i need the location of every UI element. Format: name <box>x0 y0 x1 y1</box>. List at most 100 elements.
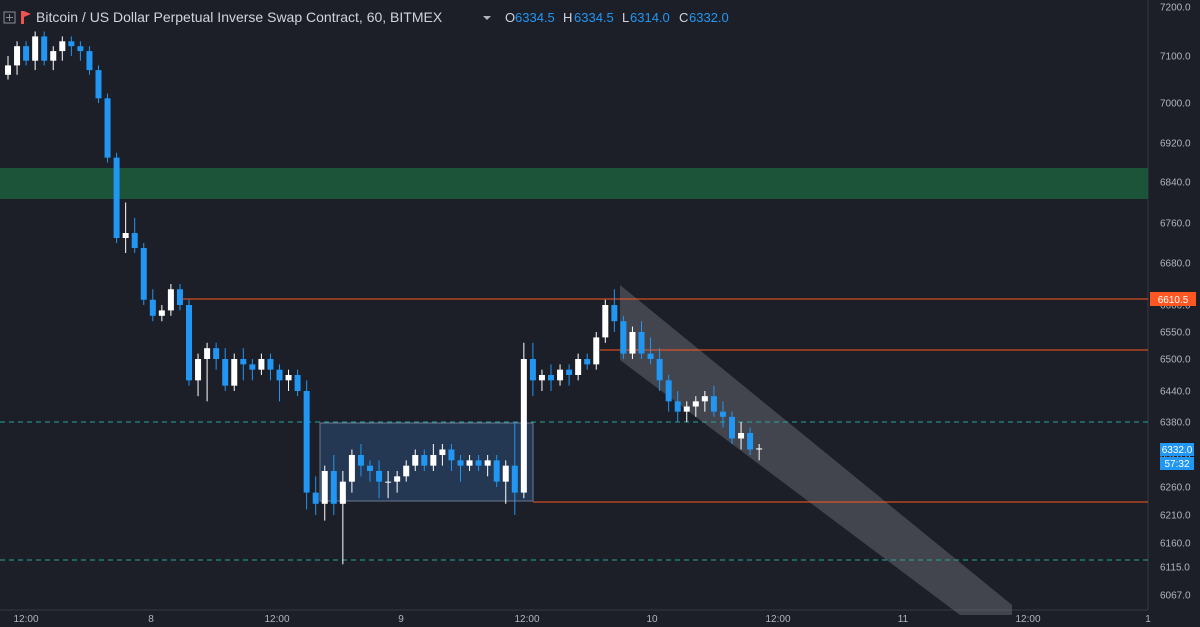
candle[interactable] <box>258 353 265 375</box>
candle[interactable] <box>611 289 618 332</box>
candle[interactable] <box>729 411 735 444</box>
candle[interactable] <box>683 401 690 422</box>
candle[interactable] <box>267 353 274 381</box>
candle[interactable] <box>620 315 627 359</box>
candle[interactable] <box>294 369 301 397</box>
candle[interactable] <box>575 353 582 381</box>
candle[interactable] <box>674 391 681 422</box>
candle[interactable] <box>747 427 754 456</box>
candle[interactable] <box>593 332 600 370</box>
candle[interactable] <box>276 364 283 402</box>
candle[interactable] <box>213 342 220 370</box>
candle[interactable] <box>656 348 663 391</box>
candle[interactable] <box>240 348 247 381</box>
descending-channel[interactable] <box>620 285 1012 615</box>
candle[interactable] <box>376 460 383 499</box>
candle[interactable] <box>59 36 66 61</box>
candle[interactable] <box>629 326 636 359</box>
candle[interactable] <box>484 455 491 477</box>
candle[interactable] <box>412 449 419 472</box>
candle[interactable] <box>312 476 319 515</box>
candle[interactable] <box>339 471 346 565</box>
candle[interactable] <box>367 460 373 482</box>
candle-body <box>231 359 238 386</box>
candle-body <box>41 36 48 61</box>
candle[interactable] <box>321 465 328 521</box>
candle[interactable] <box>32 31 39 71</box>
candle[interactable] <box>303 380 310 510</box>
candle[interactable] <box>222 348 229 391</box>
candle[interactable] <box>186 299 192 386</box>
candle-body <box>176 289 183 305</box>
candle[interactable] <box>131 217 138 253</box>
candle[interactable] <box>394 471 401 493</box>
candle[interactable] <box>285 369 292 391</box>
candle[interactable] <box>195 353 202 397</box>
candle[interactable] <box>647 337 654 365</box>
candle[interactable] <box>149 289 156 322</box>
candle[interactable] <box>665 375 672 412</box>
candle-body <box>403 465 410 477</box>
candle[interactable] <box>104 93 111 163</box>
chevron-down-icon[interactable] <box>483 16 491 20</box>
ohlc-open-key: O <box>505 10 515 25</box>
candle[interactable] <box>357 444 364 477</box>
y-tick-label: 7200.0 <box>1160 3 1191 14</box>
candle[interactable] <box>385 471 392 499</box>
candle[interactable] <box>457 455 464 482</box>
candle[interactable] <box>602 299 609 343</box>
candle[interactable] <box>738 422 745 450</box>
green-zone[interactable] <box>0 168 1148 199</box>
candle[interactable] <box>348 449 355 493</box>
candle[interactable] <box>176 284 183 311</box>
candle[interactable] <box>710 385 717 417</box>
candle[interactable] <box>249 359 256 381</box>
candle[interactable] <box>756 444 763 461</box>
candle[interactable] <box>557 364 564 386</box>
candle[interactable] <box>140 243 147 305</box>
candle[interactable] <box>50 46 57 71</box>
candle[interactable] <box>14 41 21 75</box>
candle-body <box>475 460 482 466</box>
candle[interactable] <box>538 369 545 391</box>
candle[interactable] <box>77 41 84 61</box>
candle[interactable] <box>23 41 30 66</box>
candle[interactable] <box>692 396 699 417</box>
candle[interactable] <box>113 152 120 243</box>
candle[interactable] <box>403 460 410 482</box>
candle[interactable] <box>122 202 129 254</box>
candle[interactable] <box>204 342 211 402</box>
candle[interactable] <box>529 342 536 397</box>
candle[interactable] <box>41 31 48 66</box>
symbol-title[interactable]: Bitcoin / US Dollar Perpetual Inverse Sw… <box>36 9 443 25</box>
candle[interactable] <box>520 342 527 499</box>
candle[interactable] <box>158 305 165 322</box>
candle[interactable] <box>430 444 437 471</box>
candle[interactable] <box>421 449 428 472</box>
candle-body <box>195 359 202 381</box>
candle[interactable] <box>5 56 11 80</box>
candle[interactable] <box>475 455 482 471</box>
candle[interactable] <box>701 391 708 412</box>
candle[interactable] <box>231 353 238 391</box>
candle[interactable] <box>466 455 473 471</box>
candle[interactable] <box>584 353 591 370</box>
candle[interactable] <box>502 460 509 504</box>
candle[interactable] <box>330 455 337 515</box>
candle[interactable] <box>493 455 500 487</box>
x-tick-label: 1 <box>1145 614 1151 625</box>
candle[interactable] <box>548 364 554 391</box>
candle[interactable] <box>95 65 102 103</box>
candle[interactable] <box>719 401 726 428</box>
candle[interactable] <box>566 364 573 386</box>
candle[interactable] <box>68 36 75 56</box>
candle[interactable] <box>167 284 174 316</box>
x-tick-label: 8 <box>148 614 154 625</box>
candle[interactable] <box>86 46 93 75</box>
candle[interactable] <box>439 444 446 466</box>
collapse-icon[interactable] <box>3 11 16 24</box>
candle[interactable] <box>448 444 455 471</box>
candle[interactable] <box>638 321 645 359</box>
candle[interactable] <box>511 422 518 515</box>
